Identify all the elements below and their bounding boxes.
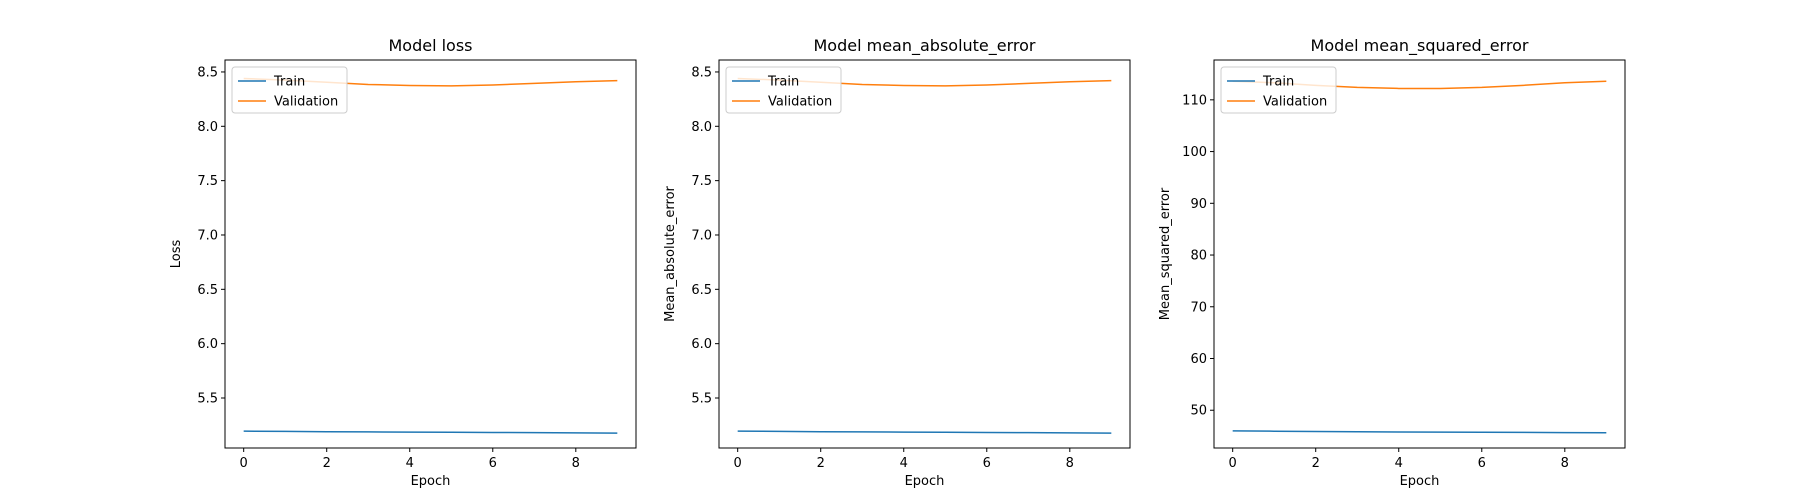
- legend: Train Validation: [231, 66, 348, 114]
- y-tick-label: 90: [1190, 197, 1207, 212]
- y-tick-label: 6.0: [197, 337, 218, 352]
- x-tick-label: 6: [489, 456, 497, 471]
- legend: Train Validation: [725, 66, 842, 114]
- x-tick-label: 4: [900, 456, 908, 471]
- y-tick-label: 7.0: [197, 228, 218, 243]
- legend-label-train: Train: [273, 75, 305, 90]
- x-tick-label: 6: [983, 456, 991, 471]
- x-tick-label: 8: [1561, 456, 1569, 471]
- series-line-train: [1232, 430, 1607, 434]
- x-tick-label: 0: [240, 456, 248, 471]
- series-line-train: [243, 430, 618, 434]
- y-tick-label: 70: [1190, 300, 1207, 315]
- chart-title: Model mean_squared_error: [1311, 36, 1529, 56]
- x-axis-label: Epoch: [411, 474, 451, 489]
- legend: Train Validation: [1220, 66, 1337, 114]
- chart-title: Model loss: [388, 36, 472, 55]
- y-tick-label: 100: [1182, 145, 1207, 160]
- y-tick-label: 110: [1182, 93, 1207, 108]
- x-tick-label: 8: [1066, 456, 1074, 471]
- plot-frame: [1213, 59, 1626, 449]
- y-tick-label: 6.0: [691, 337, 712, 352]
- legend-label-validation: Validation: [1263, 95, 1327, 110]
- y-tick-label: 8.0: [197, 120, 218, 135]
- y-tick-label: 8.5: [197, 65, 218, 80]
- x-tick-label: 2: [323, 456, 331, 471]
- x-tick-label: 6: [1478, 456, 1486, 471]
- x-tick-label: 2: [1312, 456, 1320, 471]
- legend-label-train: Train: [1262, 75, 1294, 90]
- x-axis-label: Epoch: [1400, 474, 1440, 489]
- y-tick-label: 7.5: [691, 174, 712, 189]
- y-tick-label: 5.5: [691, 392, 712, 407]
- x-axis-label: Epoch: [905, 474, 945, 489]
- y-axis-label: Loss: [169, 240, 184, 269]
- plot-frame: [718, 59, 1131, 449]
- y-tick-label: 50: [1190, 404, 1207, 419]
- x-tick-label: 0: [1229, 456, 1237, 471]
- plot-frame: [224, 59, 637, 449]
- series-line-train: [737, 430, 1112, 434]
- x-tick-label: 0: [734, 456, 742, 471]
- legend-label-validation: Validation: [768, 95, 832, 110]
- y-tick-label: 60: [1190, 352, 1207, 367]
- x-tick-label: 4: [406, 456, 414, 471]
- y-tick-label: 5.5: [197, 392, 218, 407]
- y-tick-label: 8.0: [691, 120, 712, 135]
- x-tick-label: 8: [572, 456, 580, 471]
- y-tick-label: 7.0: [691, 228, 712, 243]
- y-tick-label: 6.5: [197, 283, 218, 298]
- y-tick-label: 8.5: [691, 65, 712, 80]
- chart-title: Model mean_absolute_error: [813, 36, 1035, 56]
- y-tick-label: 6.5: [691, 283, 712, 298]
- x-tick-label: 2: [817, 456, 825, 471]
- chart-panel-2: Model mean_absolute_error 0 2 4 6 8 5.5 6.0 6.5 7…: [663, 36, 1131, 489]
- chart-panel-3: Model mean_squared_error 0 2 4 6 8 50 60 70 80 90 1…: [1158, 36, 1626, 489]
- y-tick-label: 7.5: [197, 174, 218, 189]
- y-tick-label: 80: [1190, 249, 1207, 264]
- legend-label-train: Train: [767, 75, 799, 90]
- legend-label-validation: Validation: [274, 95, 338, 110]
- chart-panel-1: Model loss 0 2 4 6 8 5.5 6.0 6.5 7.0 7.5 8.0 8.5 Epoc…: [169, 36, 637, 489]
- x-tick-label: 4: [1395, 456, 1403, 471]
- y-axis-label: Mean_absolute_error: [663, 185, 678, 321]
- y-axis-label: Mean_squared_error: [1158, 187, 1173, 320]
